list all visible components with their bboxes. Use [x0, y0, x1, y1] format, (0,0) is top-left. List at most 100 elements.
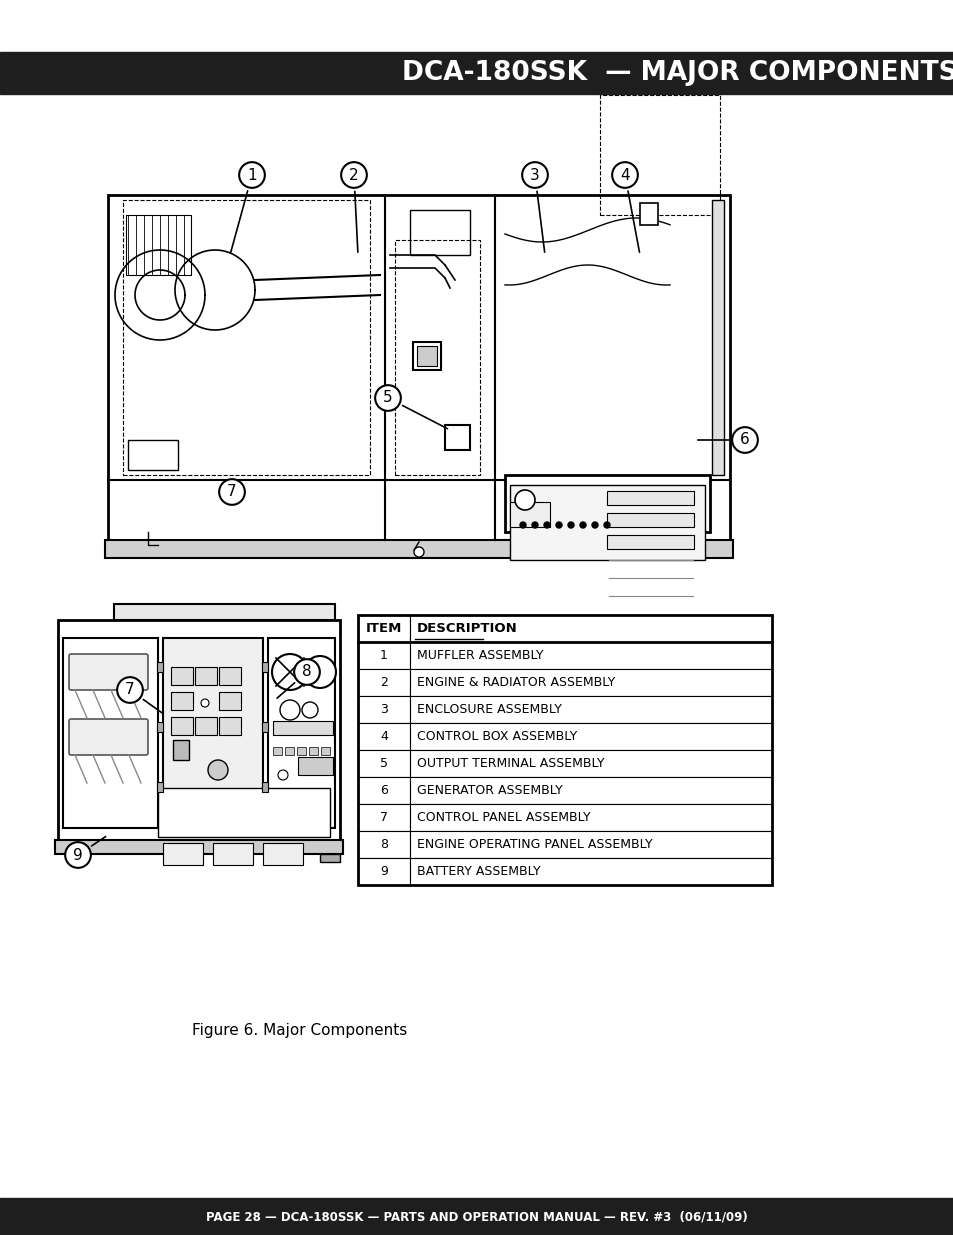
- Circle shape: [532, 522, 537, 529]
- Bar: [157, 722, 163, 732]
- Bar: [157, 782, 163, 792]
- Text: 9: 9: [73, 836, 106, 862]
- Bar: [262, 662, 268, 672]
- Bar: [410, 804, 771, 831]
- Bar: [171, 692, 193, 710]
- Text: 9: 9: [379, 864, 388, 878]
- Bar: [108, 195, 729, 540]
- Bar: [599, 95, 720, 215]
- Text: 1: 1: [231, 168, 256, 252]
- Bar: [219, 667, 241, 685]
- Bar: [55, 840, 343, 853]
- Text: ENGINE & RADIATOR ASSEMBLY: ENGINE & RADIATOR ASSEMBLY: [416, 676, 615, 689]
- Bar: [297, 757, 333, 776]
- Bar: [68, 853, 88, 862]
- Bar: [606, 535, 693, 550]
- Text: Figure 6. Major Components: Figure 6. Major Components: [193, 1023, 407, 1037]
- Bar: [395, 240, 479, 475]
- Bar: [357, 615, 410, 642]
- Circle shape: [280, 700, 299, 720]
- Circle shape: [579, 522, 585, 529]
- Bar: [444, 425, 470, 450]
- Text: 4: 4: [379, 730, 388, 743]
- Text: ENCLOSURE ASSEMBLY: ENCLOSURE ASSEMBLY: [416, 703, 561, 716]
- Bar: [606, 492, 693, 505]
- Bar: [58, 620, 339, 840]
- Bar: [357, 858, 410, 885]
- Bar: [171, 718, 193, 735]
- Bar: [357, 777, 410, 804]
- Circle shape: [414, 547, 423, 557]
- Bar: [157, 662, 163, 672]
- Text: ENGINE OPERATING PANEL ASSEMBLY: ENGINE OPERATING PANEL ASSEMBLY: [416, 839, 652, 851]
- Bar: [128, 440, 178, 471]
- Bar: [410, 615, 771, 642]
- Text: 7: 7: [125, 683, 163, 714]
- Bar: [172, 740, 189, 760]
- Circle shape: [208, 760, 228, 781]
- Bar: [357, 615, 771, 885]
- Text: DCA-180SSK  — MAJOR COMPONENTS: DCA-180SSK — MAJOR COMPONENTS: [402, 61, 953, 86]
- Bar: [0, 52, 953, 94]
- Bar: [410, 722, 771, 750]
- Bar: [273, 747, 282, 755]
- Bar: [410, 750, 771, 777]
- Bar: [410, 831, 771, 858]
- Bar: [273, 721, 333, 735]
- Bar: [268, 638, 335, 827]
- Bar: [296, 747, 306, 755]
- Bar: [410, 858, 771, 885]
- Text: 6: 6: [379, 784, 388, 797]
- Bar: [504, 475, 709, 532]
- Text: BATTERY ASSEMBLY: BATTERY ASSEMBLY: [416, 864, 540, 878]
- Circle shape: [603, 522, 609, 529]
- Bar: [194, 667, 216, 685]
- Bar: [357, 722, 410, 750]
- Circle shape: [567, 522, 574, 529]
- Bar: [319, 853, 339, 862]
- Circle shape: [277, 769, 288, 781]
- Bar: [357, 669, 410, 697]
- Bar: [262, 782, 268, 792]
- Circle shape: [556, 522, 561, 529]
- Bar: [105, 540, 732, 558]
- Bar: [320, 747, 330, 755]
- Text: GENERATOR ASSEMBLY: GENERATOR ASSEMBLY: [416, 784, 562, 797]
- Bar: [416, 346, 436, 366]
- Bar: [163, 638, 263, 827]
- Bar: [357, 697, 410, 722]
- Bar: [194, 718, 216, 735]
- Bar: [357, 750, 410, 777]
- Bar: [126, 215, 191, 275]
- Bar: [410, 669, 771, 697]
- Bar: [510, 501, 550, 527]
- Bar: [410, 697, 771, 722]
- Text: 5: 5: [379, 757, 388, 769]
- Text: 2: 2: [379, 676, 388, 689]
- Text: 3: 3: [530, 168, 544, 252]
- Bar: [163, 844, 203, 864]
- Text: CONTROL BOX ASSEMBLY: CONTROL BOX ASSEMBLY: [416, 730, 577, 743]
- Text: 6: 6: [697, 432, 749, 447]
- Text: 8: 8: [276, 664, 312, 698]
- Text: PAGE 28 — DCA-180SSK — PARTS AND OPERATION MANUAL — REV. #3  (06/11/09): PAGE 28 — DCA-180SSK — PARTS AND OPERATI…: [206, 1210, 747, 1223]
- Circle shape: [515, 490, 535, 510]
- Bar: [410, 210, 470, 254]
- Text: MUFFLER ASSEMBLY: MUFFLER ASSEMBLY: [416, 650, 543, 662]
- Text: 1: 1: [379, 650, 388, 662]
- Text: 7: 7: [379, 811, 388, 824]
- Bar: [213, 844, 253, 864]
- Circle shape: [272, 655, 308, 690]
- Text: 5: 5: [383, 390, 447, 429]
- Text: 8: 8: [379, 839, 388, 851]
- FancyBboxPatch shape: [69, 719, 148, 755]
- Bar: [410, 642, 771, 669]
- Bar: [639, 203, 658, 225]
- Bar: [357, 804, 410, 831]
- Bar: [219, 718, 241, 735]
- Bar: [410, 777, 771, 804]
- Bar: [413, 342, 440, 370]
- Bar: [262, 722, 268, 732]
- Bar: [63, 638, 158, 827]
- Circle shape: [592, 522, 598, 529]
